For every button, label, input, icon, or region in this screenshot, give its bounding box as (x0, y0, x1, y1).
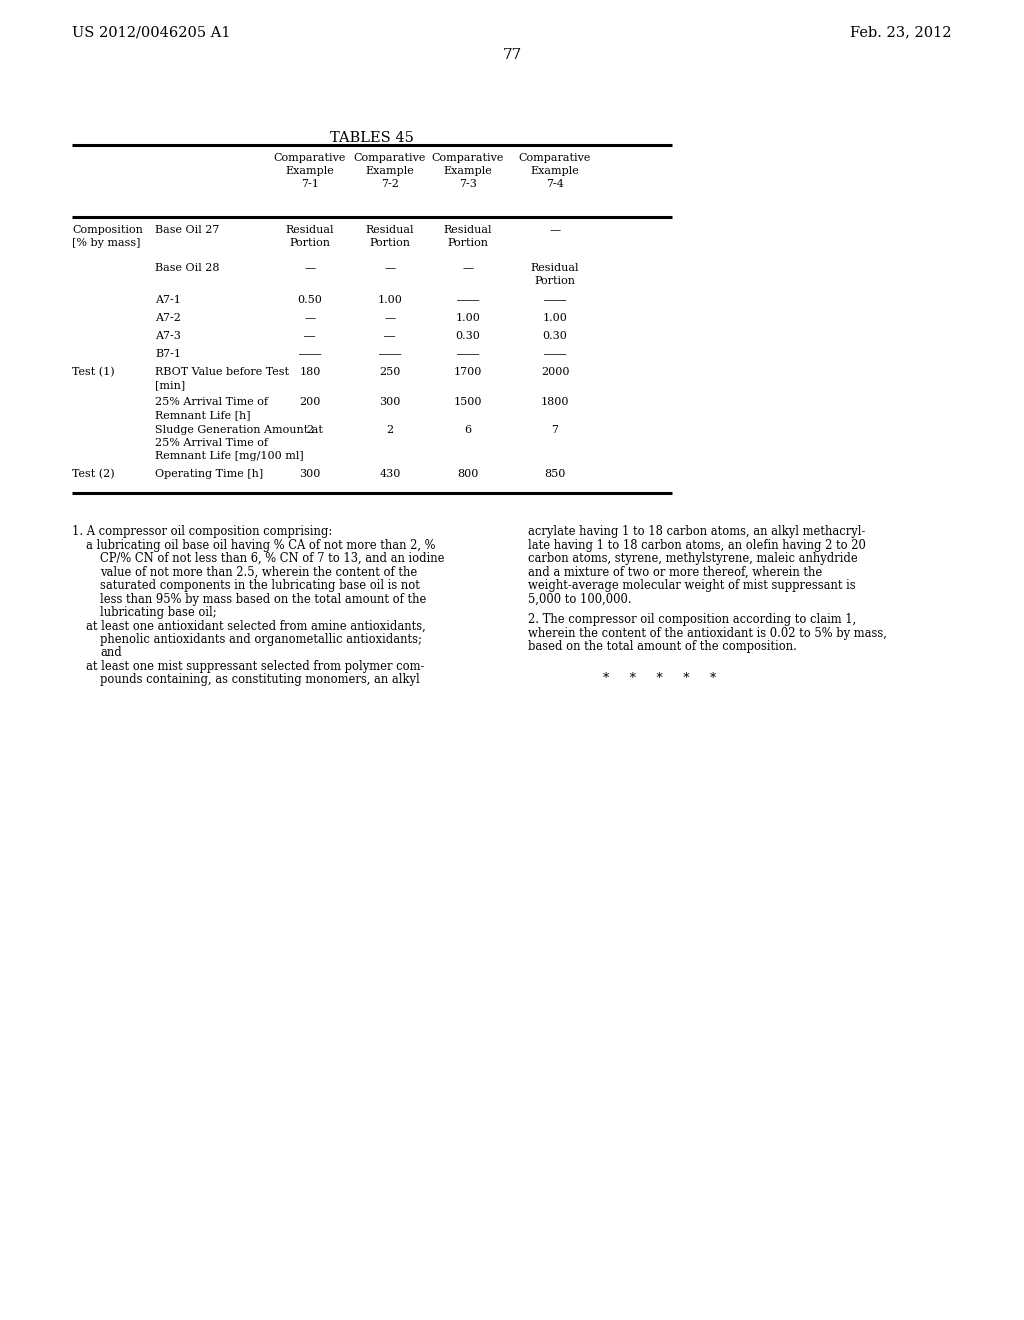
Text: Residual
Portion: Residual Portion (366, 224, 415, 248)
Text: 1500: 1500 (454, 397, 482, 407)
Text: 5,000 to 100,000.: 5,000 to 100,000. (528, 593, 632, 606)
Text: Residual
Portion: Residual Portion (443, 224, 493, 248)
Text: *   *   *   *   *: * * * * * (603, 672, 716, 685)
Text: Residual
Portion: Residual Portion (286, 224, 334, 248)
Text: Sludge Generation Amount at
25% Arrival Time of
Remnant Life [mg/100 ml]: Sludge Generation Amount at 25% Arrival … (155, 425, 323, 461)
Text: A7-2: A7-2 (155, 313, 181, 323)
Text: Test (2): Test (2) (72, 469, 115, 479)
Text: a lubricating oil base oil having % CA of not more than 2, %: a lubricating oil base oil having % CA o… (86, 539, 435, 552)
Text: ――: ―― (544, 348, 566, 359)
Text: 180: 180 (299, 367, 321, 378)
Text: 0.50: 0.50 (298, 294, 323, 305)
Text: CP/% CN of not less than 6, % CN of 7 to 13, and an iodine: CP/% CN of not less than 6, % CN of 7 to… (100, 552, 444, 565)
Text: 300: 300 (299, 469, 321, 479)
Text: acrylate having 1 to 18 carbon atoms, an alkyl methacryl-: acrylate having 1 to 18 carbon atoms, an… (528, 525, 865, 539)
Text: weight-average molecular weight of mist suppressant is: weight-average molecular weight of mist … (528, 579, 856, 591)
Text: 2. The compressor oil composition according to claim 1,: 2. The compressor oil composition accord… (528, 612, 856, 626)
Text: Operating Time [h]: Operating Time [h] (155, 469, 263, 479)
Text: 1.00: 1.00 (543, 313, 567, 323)
Text: at least one mist suppressant selected from polymer com-: at least one mist suppressant selected f… (86, 660, 424, 673)
Text: at least one antioxidant selected from amine antioxidants,: at least one antioxidant selected from a… (86, 619, 426, 632)
Text: 1.00: 1.00 (378, 294, 402, 305)
Text: ――: ―― (457, 294, 479, 305)
Text: TABLES 45: TABLES 45 (330, 131, 414, 145)
Text: ――: ―― (299, 348, 322, 359)
Text: based on the total amount of the composition.: based on the total amount of the composi… (528, 640, 797, 653)
Text: Base Oil 27: Base Oil 27 (155, 224, 219, 235)
Text: 1700: 1700 (454, 367, 482, 378)
Text: 2000: 2000 (541, 367, 569, 378)
Text: 0.30: 0.30 (456, 331, 480, 341)
Text: ―: ― (384, 331, 395, 341)
Text: lubricating base oil;: lubricating base oil; (100, 606, 217, 619)
Text: 0.30: 0.30 (543, 331, 567, 341)
Text: ――: ―― (379, 348, 401, 359)
Text: 300: 300 (379, 397, 400, 407)
Text: wherein the content of the antioxidant is 0.02 to 5% by mass,: wherein the content of the antioxidant i… (528, 627, 887, 639)
Text: pounds containing, as constituting monomers, an alkyl: pounds containing, as constituting monom… (100, 673, 420, 686)
Text: RBOT Value before Test
[min]: RBOT Value before Test [min] (155, 367, 289, 389)
Text: less than 95% by mass based on the total amount of the: less than 95% by mass based on the total… (100, 593, 426, 606)
Text: A7-1: A7-1 (155, 294, 181, 305)
Text: A7-3: A7-3 (155, 331, 181, 341)
Text: 2: 2 (386, 425, 393, 436)
Text: Comparative
Example
7-4: Comparative Example 7-4 (519, 153, 591, 189)
Text: 7: 7 (552, 425, 558, 436)
Text: 25% Arrival Time of
Remnant Life [h]: 25% Arrival Time of Remnant Life [h] (155, 397, 268, 420)
Text: —: — (384, 313, 395, 323)
Text: Comparative
Example
7-1: Comparative Example 7-1 (273, 153, 346, 189)
Text: 1. A compressor oil composition comprising:: 1. A compressor oil composition comprisi… (72, 525, 332, 539)
Text: ――: ―― (457, 348, 479, 359)
Text: Feb. 23, 2012: Feb. 23, 2012 (851, 25, 952, 40)
Text: phenolic antioxidants and organometallic antioxidants;: phenolic antioxidants and organometallic… (100, 634, 422, 645)
Text: 800: 800 (458, 469, 478, 479)
Text: saturated components in the lubricating base oil is not: saturated components in the lubricating … (100, 579, 420, 591)
Text: 850: 850 (545, 469, 565, 479)
Text: —: — (304, 313, 315, 323)
Text: Comparative
Example
7-2: Comparative Example 7-2 (354, 153, 426, 189)
Text: 200: 200 (299, 397, 321, 407)
Text: 2: 2 (306, 425, 313, 436)
Text: —: — (550, 224, 560, 235)
Text: Comparative
Example
7-3: Comparative Example 7-3 (432, 153, 504, 189)
Text: late having 1 to 18 carbon atoms, an olefin having 2 to 20: late having 1 to 18 carbon atoms, an ole… (528, 539, 866, 552)
Text: 1800: 1800 (541, 397, 569, 407)
Text: Composition
[% by mass]: Composition [% by mass] (72, 224, 143, 248)
Text: —: — (304, 263, 315, 273)
Text: 6: 6 (465, 425, 472, 436)
Text: —: — (384, 263, 395, 273)
Text: and: and (100, 647, 122, 660)
Text: Test (1): Test (1) (72, 367, 115, 378)
Text: US 2012/0046205 A1: US 2012/0046205 A1 (72, 25, 230, 40)
Text: ―: ― (304, 331, 315, 341)
Text: B7-1: B7-1 (155, 348, 181, 359)
Text: ――: ―― (544, 294, 566, 305)
Text: carbon atoms, styrene, methylstyrene, maleic anhydride: carbon atoms, styrene, methylstyrene, ma… (528, 552, 858, 565)
Text: —: — (463, 263, 473, 273)
Text: and a mixture of two or more thereof, wherein the: and a mixture of two or more thereof, wh… (528, 565, 822, 578)
Text: Residual
Portion: Residual Portion (530, 263, 580, 286)
Text: 250: 250 (379, 367, 400, 378)
Text: Base Oil 28: Base Oil 28 (155, 263, 219, 273)
Text: 430: 430 (379, 469, 400, 479)
Text: 1.00: 1.00 (456, 313, 480, 323)
Text: 77: 77 (503, 48, 521, 62)
Text: value of not more than 2.5, wherein the content of the: value of not more than 2.5, wherein the … (100, 565, 417, 578)
